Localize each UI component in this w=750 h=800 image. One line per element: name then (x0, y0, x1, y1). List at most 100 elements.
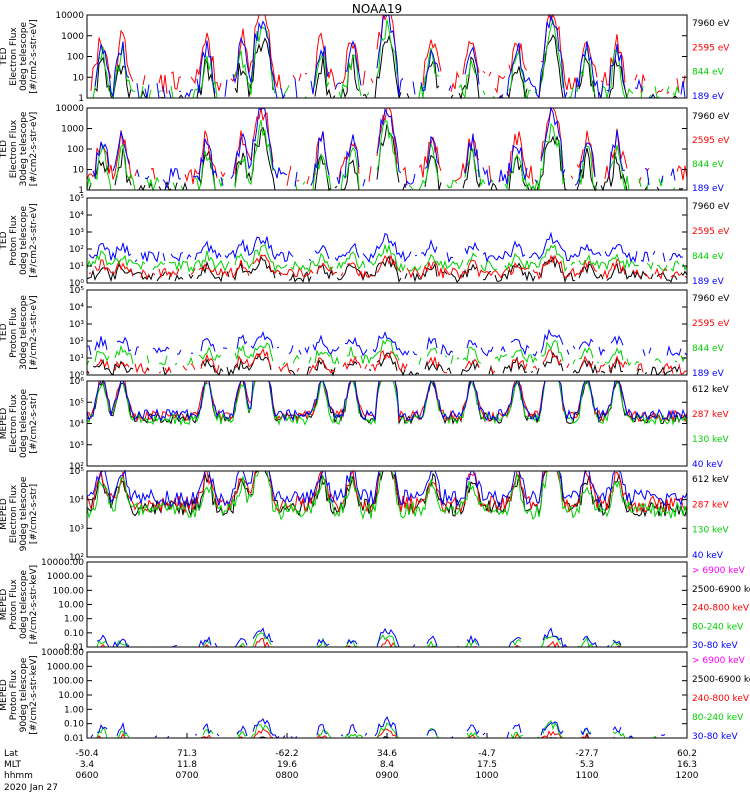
legend-item: > 6900 keV (692, 656, 746, 666)
x-tick-label: 0900 (376, 771, 399, 781)
legend-meped-p-0: > 6900 keV 2500-6900 keV 240-800 keV 80-240… (692, 566, 750, 651)
legend-item: 844 eV (692, 68, 725, 78)
legend-item: 240-800 keV (692, 604, 750, 614)
y-tick-label: 10¹ (69, 262, 84, 272)
series-ted-e-30-3 (93, 108, 683, 188)
legend-item: 7960 eV (692, 202, 730, 212)
panel-meped-p-0: 0.01 0.10 1.00 10.00 100.00 1000.00 10000.00ME… (0, 558, 750, 653)
x-tick-label: 8.4 (380, 760, 395, 770)
series-ted-p-30-2 (86, 338, 686, 367)
y-tick-label: 10⁶ (69, 377, 84, 387)
panel-ted-e-0: 1 10 100 1000 10000 TEDElectron Flux0deg tele… (0, 11, 730, 104)
x-tick-label: 1200 (676, 771, 699, 781)
series-meped-p-90-2 (97, 729, 683, 738)
y-tick-label: 1 (78, 186, 84, 196)
legend-item: 189 eV (692, 277, 725, 287)
date-label: 2020 Jan 27 (4, 783, 58, 793)
legend-meped-e-0: 612 keV 287 keV 130 keV 40 keV (692, 385, 729, 470)
legend-item: 189 eV (692, 92, 725, 102)
y-tick-label: 0.10 (64, 720, 84, 730)
y-tick-label: 10⁴ (69, 496, 84, 506)
y-tick-label: 10000.00 (41, 648, 84, 658)
y-tick-label: 10000.00 (41, 558, 84, 568)
legend-ted-p-0: 7960 eV 2595 eV 844 eV 189 eV (692, 202, 730, 287)
y-tick-label: 10⁴ (69, 211, 84, 221)
y-tick-label: 10000 (55, 11, 84, 21)
panel-ted-p-0: 10⁰ 10¹ 10² 10³ 10⁴ 10⁵ TEDProton Flux0deg tel… (0, 194, 730, 289)
y-tick-label: 0.10 (64, 629, 84, 639)
legend-item: 40 keV (692, 460, 724, 470)
legend-item: 189 eV (692, 184, 725, 194)
x-tick-label: 11.8 (177, 760, 197, 770)
y-tick-label: 10⁰ (69, 279, 84, 289)
series-ted-p-30-1 (86, 347, 688, 375)
x-tick-label: 71.3 (177, 749, 197, 759)
y-tick-label: 100.00 (53, 586, 85, 596)
series-ted-e-30-2 (87, 120, 687, 190)
series-meped-p-0-2 (95, 637, 671, 649)
panel-frame (86, 651, 688, 739)
panel-ted-e-30: 1 10 100 1000 10000 TEDElectron Flux30deg tel… (0, 104, 730, 196)
legend-item: 844 eV (692, 344, 725, 354)
y-axis-label: TEDProton Flux0deg telescope[#/cm2-s-str… (0, 203, 39, 278)
y-tick-label: 0.01 (64, 734, 84, 744)
y-axis-label: MEPEDProton Flux90deg telescope[#/cm2-s-… (0, 655, 39, 734)
legend-meped-p-90: > 6900 keV 2500-6900 keV 240-800 keV 80-240… (692, 656, 750, 742)
legend-item: 240-800 keV (692, 694, 750, 704)
y-axis-label: MEPEDElectron Flux0deg telescope[#/cm2-s… (0, 389, 39, 459)
legend-item: 130 keV (692, 435, 729, 445)
y-tick-label: 10 (73, 166, 85, 176)
legend-item: 30-80 keV (692, 641, 738, 651)
legend-item: 2500-6900 keV (692, 585, 750, 595)
x-tick-label: 0700 (176, 771, 199, 781)
legend-item: 80-240 keV (692, 622, 744, 632)
x-tick-label: -27.7 (575, 749, 598, 759)
legend-item: 2595 eV (692, 136, 730, 146)
legend-item: 2595 eV (692, 43, 730, 53)
x-tick-label: 3.4 (80, 760, 95, 770)
legend-item: 2595 eV (692, 319, 730, 329)
y-tick-label: 10² (69, 337, 84, 347)
legend-item: 612 keV (692, 475, 729, 485)
y-tick-label: 10.00 (58, 601, 84, 611)
legend-item: 844 eV (692, 252, 725, 262)
panel-frame (86, 470, 688, 558)
legend-item: 30-80 keV (692, 732, 738, 742)
y-tick-label: 1000.00 (47, 572, 84, 582)
y-tick-label: 100 (67, 145, 84, 155)
y-tick-label: 1000 (61, 32, 84, 42)
y-tick-label: 1000.00 (47, 662, 84, 672)
x-tick-label: -62.2 (275, 749, 298, 759)
series-ted-e-0-3 (94, 14, 686, 100)
x-tick-label: 16.3 (677, 760, 697, 770)
y-tick-label: 100 (67, 53, 84, 63)
legend-item: > 6900 keV (692, 566, 746, 576)
y-tick-label: 10² (69, 245, 84, 255)
panel-frame (86, 107, 688, 191)
x-row-label: hhmm (4, 771, 33, 781)
y-tick-label: 10 (73, 73, 85, 83)
legend-item: 2500-6900 keV (692, 675, 750, 685)
y-tick-label: 100.00 (53, 677, 85, 687)
x-tick-label: 5.3 (580, 760, 594, 770)
series-ted-p-0-1 (88, 254, 688, 281)
y-tick-label: 10⁰ (69, 371, 84, 381)
legend-item: 40 keV (692, 551, 724, 561)
x-tick-label: 60.2 (677, 749, 697, 759)
series-ted-p-0-2 (86, 243, 688, 273)
x-tick-label: 1100 (576, 771, 599, 781)
legend-meped-e-90: 612 keV 287 keV 130 keV 40 keV (692, 475, 729, 561)
legend-item: 7960 eV (692, 19, 730, 29)
x-row-label: Lat (4, 749, 19, 759)
panel-frame (86, 289, 688, 376)
chart-title: NOAA19 (352, 2, 402, 16)
y-tick-label: 10¹ (69, 354, 84, 364)
x-axis: LatMLThhmm-50.43.4060071.311.80700-62.21… (4, 733, 699, 793)
series-meped-p-90-4 (91, 717, 687, 738)
y-axis-label: TEDElectron Flux30deg telescope[#/cm2-s-… (0, 111, 39, 186)
legend-item: 7960 eV (692, 112, 730, 122)
x-tick-label: -4.7 (478, 749, 496, 759)
legend-item: 189 eV (692, 369, 725, 379)
legend-item: 844 eV (692, 160, 725, 170)
